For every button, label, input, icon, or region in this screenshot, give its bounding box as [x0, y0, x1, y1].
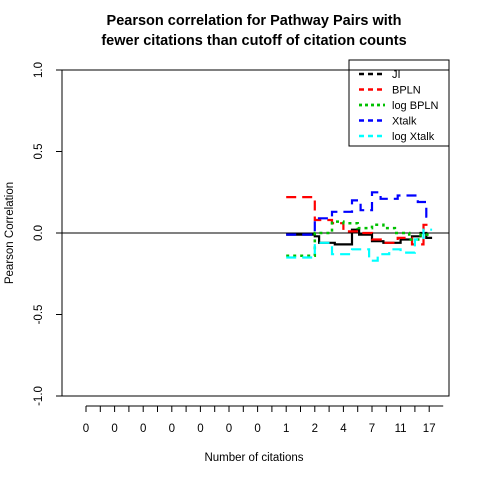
legend-label: Xtalk [392, 116, 417, 128]
legend-label: BPLN [392, 85, 421, 97]
x-tick-label: 0 [226, 423, 232, 435]
x-axis: 0 0 0 0 0 0 0 1 2 4 7 11 17 [83, 405, 444, 435]
x-tick-label: 0 [111, 423, 117, 435]
plot-frame [61, 69, 450, 397]
x-tick-label: 0 [140, 423, 146, 435]
chart-title-line-1: Pearson correlation for Pathway Pairs wi… [107, 13, 402, 29]
x-axis-label: Number of citations [204, 452, 303, 464]
x-tick-label: 0 [197, 423, 203, 435]
x-tick-label: 11 [395, 423, 407, 435]
legend-box [348, 59, 450, 147]
chart-title-line-2: fewer citations than cutoff of citation … [101, 33, 406, 49]
series-line-log-xtalk [286, 228, 433, 262]
series-line-xtalk [286, 191, 433, 236]
legend-label: log Xtalk [392, 131, 435, 143]
y-tick-label: 0.5 [33, 144, 45, 160]
series-line-log-bpln [286, 220, 433, 258]
y-tick-label: -1.0 [33, 386, 45, 406]
x-tick-label: 0 [254, 423, 260, 435]
x-tick-label: 2 [312, 423, 318, 435]
y-axis: -1.0 -0.5 0.0 0.5 1.0 [33, 62, 62, 406]
x-tick-label: 0 [83, 423, 89, 435]
legend: JI BPLN log BPLN Xtalk log Xtalk [348, 59, 450, 147]
legend-label: log BPLN [392, 100, 439, 112]
y-tick-label: 0.0 [33, 225, 45, 241]
legend-label: JI [392, 69, 401, 81]
x-tick-label: 0 [169, 423, 175, 435]
y-axis-label: Pearson Correlation [4, 182, 16, 284]
series-group [286, 191, 433, 262]
y-tick-label: -0.5 [33, 305, 45, 325]
x-tick-label: 4 [340, 423, 347, 435]
x-tick-label: 7 [369, 423, 375, 435]
x-tick-label: 1 [283, 423, 289, 435]
x-tick-label: 17 [423, 423, 436, 435]
series-line-bpln [286, 196, 433, 246]
y-tick-label: 1.0 [33, 62, 45, 78]
